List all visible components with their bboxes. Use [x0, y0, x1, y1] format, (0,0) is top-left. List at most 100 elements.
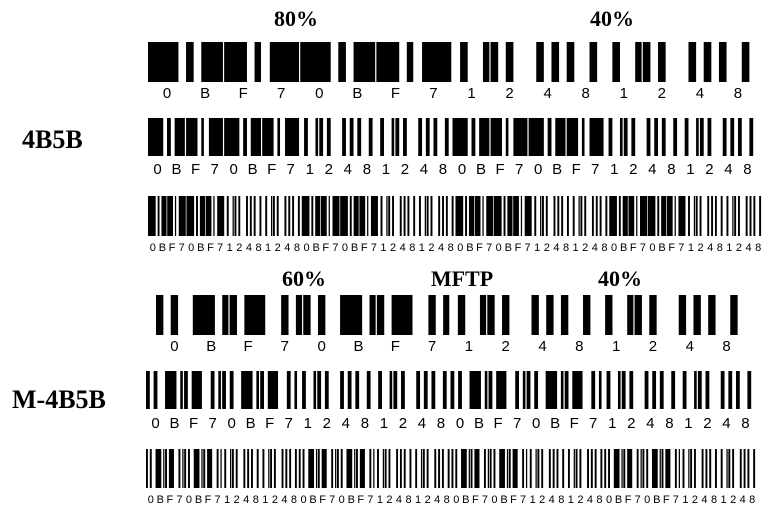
code-bar: [418, 196, 421, 236]
code-bar: [201, 449, 203, 488]
code-bar: [256, 371, 259, 409]
code-bar: [575, 449, 578, 488]
code-bar: [678, 295, 687, 335]
code-bar: [288, 196, 291, 236]
symbol-label: B: [197, 242, 204, 254]
code-bar: [629, 371, 634, 409]
symbol-label: F: [625, 494, 632, 506]
symbol-label: 2: [401, 161, 409, 178]
code-bar: [217, 196, 225, 236]
code-bar: [457, 295, 466, 335]
code-bar: [251, 449, 253, 488]
code-bar: [370, 196, 378, 236]
code-bar: [250, 118, 261, 156]
code-bar: [216, 449, 219, 488]
symbol-label: 1: [419, 242, 425, 254]
code-bar: [422, 449, 425, 488]
code-bar: [649, 295, 657, 335]
symbol-label: 4: [342, 415, 350, 432]
code-bar: [482, 42, 490, 82]
symbol-label: 7: [285, 415, 293, 432]
symbol-label: 2: [425, 494, 431, 506]
code-bar: [726, 449, 728, 488]
code-bar: [395, 118, 400, 156]
code-bar: [622, 196, 628, 236]
code-bar: [726, 196, 729, 236]
code-bar: [378, 371, 382, 409]
code-bar: [146, 449, 148, 488]
symbol-label: 7: [428, 338, 436, 355]
code-bar: [545, 371, 558, 409]
symbol-label: F: [169, 242, 176, 254]
code-bar: [238, 196, 241, 236]
code-bar: [328, 196, 330, 236]
code-bar: [297, 196, 300, 236]
symbol-label: 1: [380, 415, 388, 432]
code-bar: [423, 371, 428, 409]
code-bar: [388, 449, 391, 488]
code-bar: [393, 371, 398, 409]
symbol-label: 0: [339, 494, 345, 506]
symbol-label: 0: [153, 161, 161, 178]
code-bar: [380, 118, 384, 156]
symbol-label: 1: [415, 494, 421, 506]
symbol-label: B: [615, 494, 622, 506]
symbol-label: 8: [255, 242, 261, 254]
code-bar: [247, 449, 250, 488]
code-bar: [694, 371, 697, 409]
code-bar: [734, 196, 737, 236]
code-bar: [605, 196, 608, 236]
code-bar: [535, 449, 537, 488]
symbol-label: B: [312, 242, 319, 254]
code-bar: [566, 196, 569, 236]
code-bar: [647, 196, 656, 236]
symbol-label: B: [159, 242, 166, 254]
code-bar: [369, 295, 376, 335]
code-bar: [246, 196, 248, 236]
code-bar: [308, 449, 315, 488]
symbol-label: 4: [646, 415, 654, 432]
code-bar: [566, 118, 579, 156]
symbol-label: 4: [420, 161, 428, 178]
code-bar: [697, 371, 702, 409]
symbol-label: B: [351, 242, 358, 254]
code-bar: [652, 371, 657, 409]
symbol-label: 8: [437, 415, 445, 432]
symbol-label: F: [668, 242, 675, 254]
code-bar: [167, 118, 171, 156]
code-bar: [243, 118, 247, 156]
code-bar: [589, 42, 598, 82]
code-bar: [313, 371, 317, 409]
symbol-label: 7: [332, 242, 338, 254]
code-bar: [627, 449, 633, 488]
code-bar: [711, 196, 714, 236]
code-bar: [741, 42, 750, 82]
symbol-label: 8: [439, 161, 447, 178]
code-bar: [720, 371, 725, 409]
symbol-label: 7: [329, 494, 335, 506]
code-bar: [714, 196, 717, 236]
code-bar: [536, 42, 544, 82]
symbol-label: 2: [275, 242, 281, 254]
code-bar: [693, 196, 696, 236]
symbol-label: 0: [148, 494, 154, 506]
code-bar: [534, 196, 537, 236]
symbol-label: 7: [429, 85, 437, 102]
code-bar: [608, 449, 610, 488]
code-bar: [618, 196, 621, 236]
code-bar: [332, 196, 340, 236]
symbol-label: 0: [188, 242, 194, 254]
code-bar: [286, 371, 291, 409]
code-bar: [678, 196, 686, 236]
code-bar: [699, 196, 702, 236]
code-bar: [407, 196, 410, 236]
code-bar: [317, 449, 320, 488]
code-bar: [148, 118, 164, 156]
code-bar: [272, 196, 275, 236]
code-bar: [707, 118, 712, 156]
symbol-label: F: [319, 494, 326, 506]
code-bar: [520, 196, 523, 236]
symbol-label: 0: [457, 242, 463, 254]
code-bar: [479, 118, 490, 156]
